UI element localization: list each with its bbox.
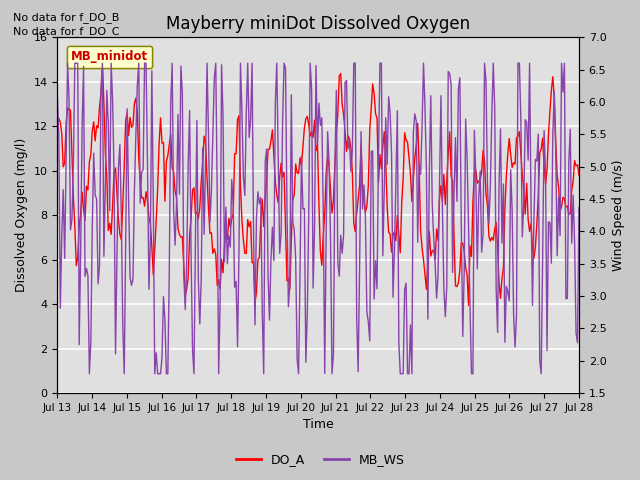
Legend: DO_A, MB_WS: DO_A, MB_WS [230, 448, 410, 471]
Legend:  [67, 46, 152, 68]
Y-axis label: Wind Speed (m/s): Wind Speed (m/s) [612, 159, 625, 271]
Y-axis label: Dissolved Oxygen (mg/l): Dissolved Oxygen (mg/l) [15, 138, 28, 292]
X-axis label: Time: Time [303, 419, 333, 432]
Text: No data for f_DO_C: No data for f_DO_C [13, 26, 119, 37]
Title: Mayberry miniDot Dissolved Oxygen: Mayberry miniDot Dissolved Oxygen [166, 15, 470, 33]
Text: No data for f_DO_B: No data for f_DO_B [13, 12, 119, 23]
